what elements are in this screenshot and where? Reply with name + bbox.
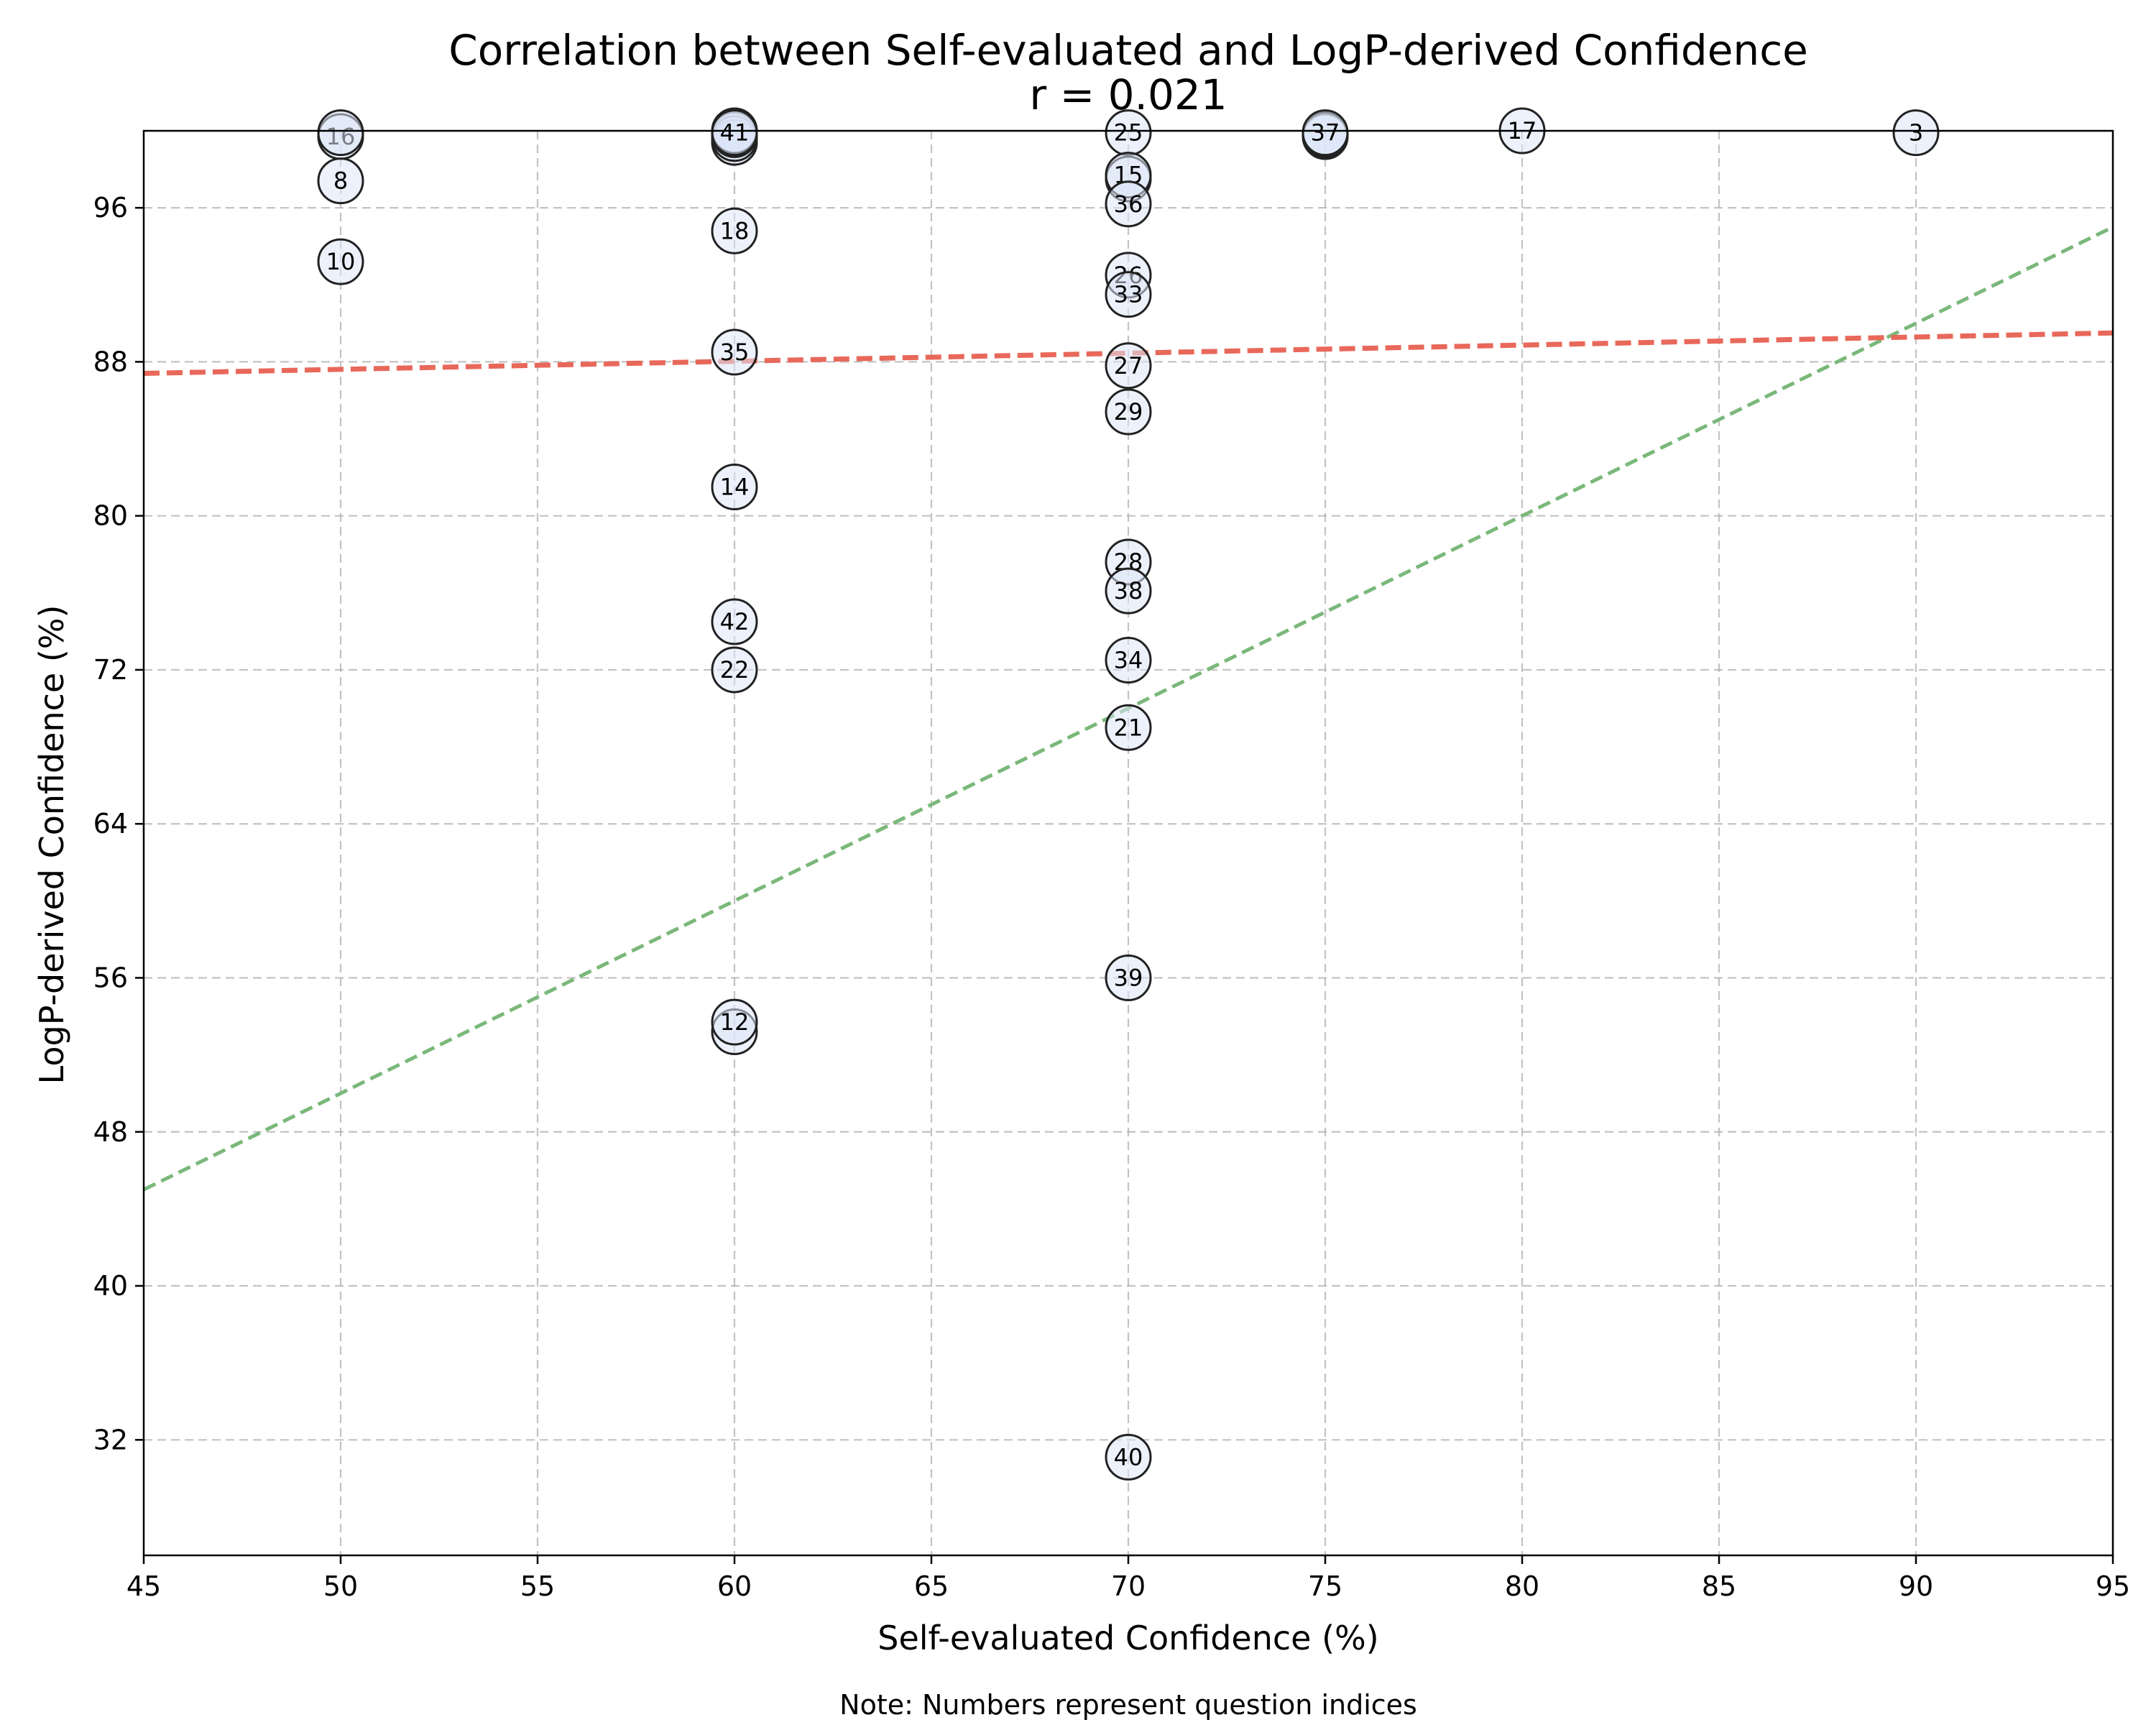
point-marker [317,157,364,205]
data-point: 34 [1105,637,1152,684]
point-marker [1105,704,1152,751]
data-point: 37 [1302,109,1349,157]
point-label: 18 [720,217,750,244]
point-label: 27 [1114,352,1143,380]
x-tick-label: 65 [914,1570,949,1602]
data-point: 10 [317,238,364,285]
point-marker [1105,1433,1152,1481]
y-tick-label: 80 [93,500,128,532]
point-label: 8 [333,167,348,195]
x-tick-label: 80 [1505,1570,1539,1602]
point-label: 36 [1114,190,1143,218]
data-point: 35 [711,328,758,376]
data-point: 39 [1105,954,1152,1001]
point-marker [711,109,758,157]
data-point: 27 [1105,342,1152,390]
tick-labels: 45 50 55 60 65 70 75 80 85 90 95 32 40 48 56 64 72 80 88 96 [93,192,2131,1602]
data-point: 33 [1105,271,1152,318]
x-tick-label: 70 [1111,1570,1146,1602]
point-label: 41 [720,119,750,147]
point-label: 29 [1114,398,1143,426]
point-marker [1105,954,1152,1001]
point-label: 42 [720,608,750,635]
point-marker [711,998,758,1046]
x-tick-label: 95 [2096,1570,2130,1602]
data-point: 8 [317,157,364,205]
data-point: 12 [711,998,758,1046]
x-axis-label: Self-evaluated Confidence (%) [877,1619,1378,1657]
data-point: 25 [1105,109,1152,157]
point-label: 10 [326,248,356,275]
point-label: 40 [1114,1443,1143,1471]
data-point: 41 [711,109,758,157]
data-point: 22 [711,646,758,694]
y-tick-label: 40 [93,1270,128,1302]
y-axis-label: LogP-derived Confidence (%) [32,605,71,1085]
point-marker [1105,637,1152,684]
data-point: 14 [711,464,758,510]
point-label: 22 [720,656,750,684]
y-tick-label: 32 [93,1424,128,1455]
point-marker [1105,567,1152,615]
point-marker [711,464,758,510]
y-tick-label: 72 [93,654,128,686]
data-point [317,109,364,157]
point-label: 39 [1114,964,1143,991]
point-label: 12 [720,1008,750,1036]
data-point: 42 [711,598,758,645]
y-tick-label: 48 [93,1116,128,1148]
point-marker [711,598,758,645]
x-tick-label: 60 [717,1570,752,1602]
data-point: 38 [1105,567,1152,615]
data-points: 1681041183514422212251536263327292838342… [317,107,1940,1481]
chart-title: Correlation between Self-evaluated and L… [448,26,1808,75]
point-label: 25 [1114,119,1143,147]
point-label: 35 [720,339,750,366]
point-marker [1302,109,1349,157]
x-tick-label: 90 [1899,1570,1933,1602]
data-point: 18 [711,207,758,254]
point-marker [1105,342,1152,390]
x-tick-label: 85 [1702,1570,1736,1602]
point-label: 3 [1909,119,1923,147]
data-point: 21 [1105,704,1152,751]
point-marker [1105,271,1152,318]
point-marker [1105,388,1152,436]
point-label: 38 [1114,577,1143,604]
point-marker [317,109,364,157]
point-label: 34 [1114,647,1143,674]
y-tick-label: 96 [93,192,128,224]
point-label: 21 [1114,714,1143,741]
axes [135,129,2114,1564]
x-tick-label: 75 [1308,1570,1342,1602]
point-label: 33 [1114,281,1143,308]
data-point: 36 [1105,180,1152,228]
data-point: 3 [1892,109,1940,157]
point-label: 37 [1311,119,1340,147]
point-marker [317,238,364,285]
x-tick-label: 45 [126,1570,161,1602]
point-marker [711,646,758,694]
point-marker [1892,109,1940,157]
x-tick-label: 55 [520,1570,555,1602]
chart-note: Note: Numbers represent question indices [839,1689,1417,1721]
point-label: 14 [720,474,750,501]
point-marker [1105,180,1152,228]
x-tick-label: 50 [323,1570,358,1602]
data-point: 40 [1105,1433,1152,1481]
y-tick-label: 64 [93,808,128,840]
point-marker [711,207,758,254]
data-point: 29 [1105,388,1152,436]
trend-line [144,330,2113,376]
point-marker [711,328,758,376]
y-tick-label: 88 [93,346,128,377]
y-tick-label: 56 [93,962,128,993]
